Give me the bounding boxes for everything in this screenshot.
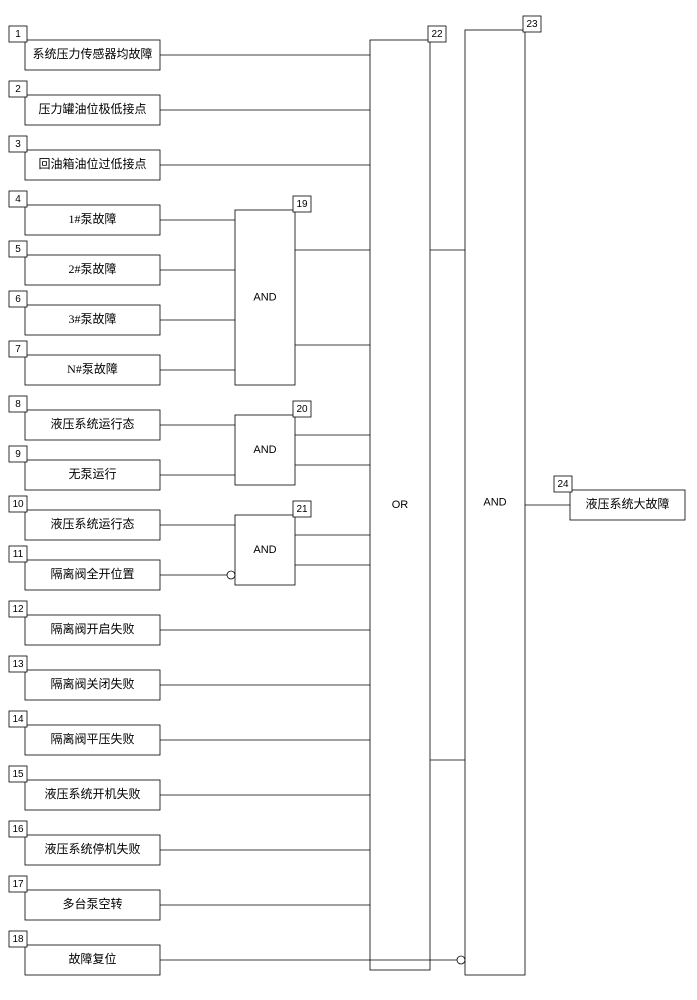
output-num: 24 <box>557 479 569 490</box>
neg-circle-leaf11 <box>227 571 235 579</box>
leaf-num-17: 17 <box>12 879 24 890</box>
leaf-num-4: 4 <box>15 194 21 205</box>
neg-circle-into-and23-18 <box>457 956 465 964</box>
leaf-label-2: 压力罐油位极低接点 <box>38 101 146 116</box>
leaf-num-8: 8 <box>15 399 21 410</box>
leaf-num-18: 18 <box>12 934 24 945</box>
leaf-label-6: 3#泵故障 <box>68 311 116 326</box>
leaf-num-15: 15 <box>12 769 24 780</box>
leaf-label-16: 液压系统停机失败 <box>44 841 140 856</box>
gate-label-23: AND <box>483 496 506 508</box>
leaf-label-4: 1#泵故障 <box>68 211 116 226</box>
leaf-label-8: 液压系统运行态 <box>50 416 134 431</box>
leaf-num-11: 11 <box>13 549 24 560</box>
leaf-label-14: 隔离阀平压失败 <box>50 731 134 746</box>
gate-num-23: 23 <box>526 19 538 30</box>
leaf-num-14: 14 <box>12 714 24 725</box>
leaf-label-13: 隔离阀关闭失败 <box>50 676 134 691</box>
gate-num-19: 19 <box>296 199 308 210</box>
leaf-label-9: 无泵运行 <box>68 467 116 481</box>
gate-num-21: 21 <box>296 504 308 515</box>
output-label: 液压系统大故障 <box>585 496 669 511</box>
gate-label-21: AND <box>253 544 276 556</box>
leaf-num-16: 16 <box>12 824 24 835</box>
gate-num-20: 20 <box>296 404 308 415</box>
leaf-label-12: 隔离阀开启失败 <box>50 621 134 636</box>
leaf-num-13: 13 <box>12 659 24 670</box>
gate-label-22: OR <box>392 499 409 511</box>
fault-tree-diagram: 系统压力传感器均故障 1 压力罐油位极低接点 2 回油箱油位过低接点 3 1#泵故障 4 2#泵… <box>0 0 697 1000</box>
leaf-num-5: 5 <box>15 244 21 255</box>
leaf-num-7: 7 <box>15 344 21 355</box>
leaf-label-18: 故障复位 <box>68 951 116 966</box>
leaf-num-1: 1 <box>15 29 21 40</box>
leaf-label-5: 2#泵故障 <box>68 261 116 276</box>
leaf-num-10: 10 <box>12 499 24 510</box>
leaf-label-17: 多台泵空转 <box>62 896 122 911</box>
gate-num-22: 22 <box>431 29 443 40</box>
leaf-num-3: 3 <box>15 139 21 150</box>
leaf-num-12: 12 <box>12 604 24 615</box>
leaf-num-9: 9 <box>15 449 21 460</box>
leaf-label-15: 液压系统开机失败 <box>44 786 140 801</box>
leaf-label-3: 回油箱油位过低接点 <box>38 156 146 171</box>
leaf-label-10: 液压系统运行态 <box>50 516 134 531</box>
leaf-label-11: 隔离阀全开位置 <box>50 566 134 581</box>
leaf-num-2: 2 <box>15 84 21 95</box>
leaf-label-7: N#泵故障 <box>67 361 118 376</box>
leaf-num-6: 6 <box>15 294 21 305</box>
gate-label-20: AND <box>253 444 276 456</box>
gate-label-19: AND <box>253 291 276 303</box>
leaf-label-1: 系统压力传感器均故障 <box>32 46 152 61</box>
